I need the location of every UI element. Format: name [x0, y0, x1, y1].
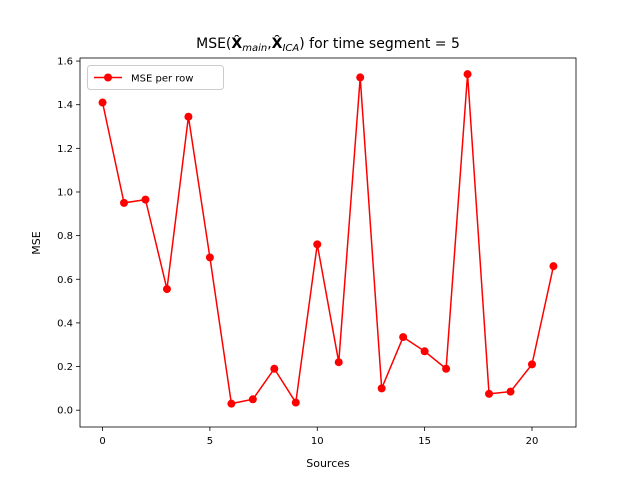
data-point	[184, 112, 193, 121]
data-point	[291, 398, 300, 407]
legend-box	[87, 65, 224, 90]
axes-frame	[79, 57, 577, 428]
data-point	[120, 198, 129, 207]
data-point	[420, 347, 429, 356]
data-point	[227, 399, 236, 408]
x-tick-label: 15	[418, 436, 431, 447]
title-subscript-ica: ICA	[282, 43, 299, 54]
data-point	[141, 195, 150, 204]
x-tick-label: 0	[99, 436, 105, 447]
title-prefix: MSE(	[196, 36, 231, 52]
data-point	[334, 358, 343, 367]
y-tick-label: 1.6	[57, 57, 73, 68]
y-axis-label: MSE	[30, 231, 43, 254]
data-point	[399, 333, 408, 342]
data-point	[98, 98, 107, 107]
data-point	[162, 285, 171, 294]
y-tick-label: 0.2	[57, 362, 73, 373]
y-tick-label: 1.4	[57, 100, 73, 111]
x-tick-label: 20	[526, 436, 539, 447]
legend-label: MSE per row	[131, 74, 193, 85]
data-point	[205, 253, 214, 262]
data-point	[313, 240, 322, 249]
y-tick-label: 0.6	[57, 275, 73, 286]
data-point	[506, 387, 515, 396]
legend: MSE per row	[87, 65, 224, 90]
plot-area	[98, 70, 558, 408]
y-tick-label: 1.2	[57, 144, 73, 155]
data-point	[549, 262, 558, 271]
title-subscript-main: main	[242, 43, 267, 54]
chart-title: MSE(X̂main,X̂ICA) for time segment = 5	[196, 35, 460, 54]
data-point	[485, 389, 494, 398]
data-point	[248, 395, 257, 404]
title-suffix: ) for time segment = 5	[299, 36, 460, 52]
data-point	[442, 364, 451, 373]
y-tick-label: 1.0	[57, 187, 73, 198]
x-tick-label: 10	[311, 436, 324, 447]
data-point	[463, 70, 472, 79]
legend-marker	[104, 73, 112, 82]
title-x-main: X̂	[231, 35, 242, 52]
axes: 0 5 10 15 20 0.0 0.2 0.4 0.6 0.8 1.0 1.2 1.4 1.6	[57, 57, 577, 447]
data-point	[527, 360, 536, 369]
title-separator: ,	[267, 36, 271, 52]
y-tick-label: 0.8	[57, 231, 73, 242]
y-tick-label: 0.4	[57, 318, 73, 329]
x-axis-label: Sources	[306, 457, 350, 470]
data-point	[377, 384, 386, 393]
y-tick-label: 0.0	[57, 406, 73, 417]
data-point	[356, 73, 365, 82]
series-line-0	[101, 73, 555, 405]
data-point	[270, 364, 279, 373]
title-x-ica: X̂	[272, 35, 283, 52]
x-tick-label: 5	[207, 436, 213, 447]
